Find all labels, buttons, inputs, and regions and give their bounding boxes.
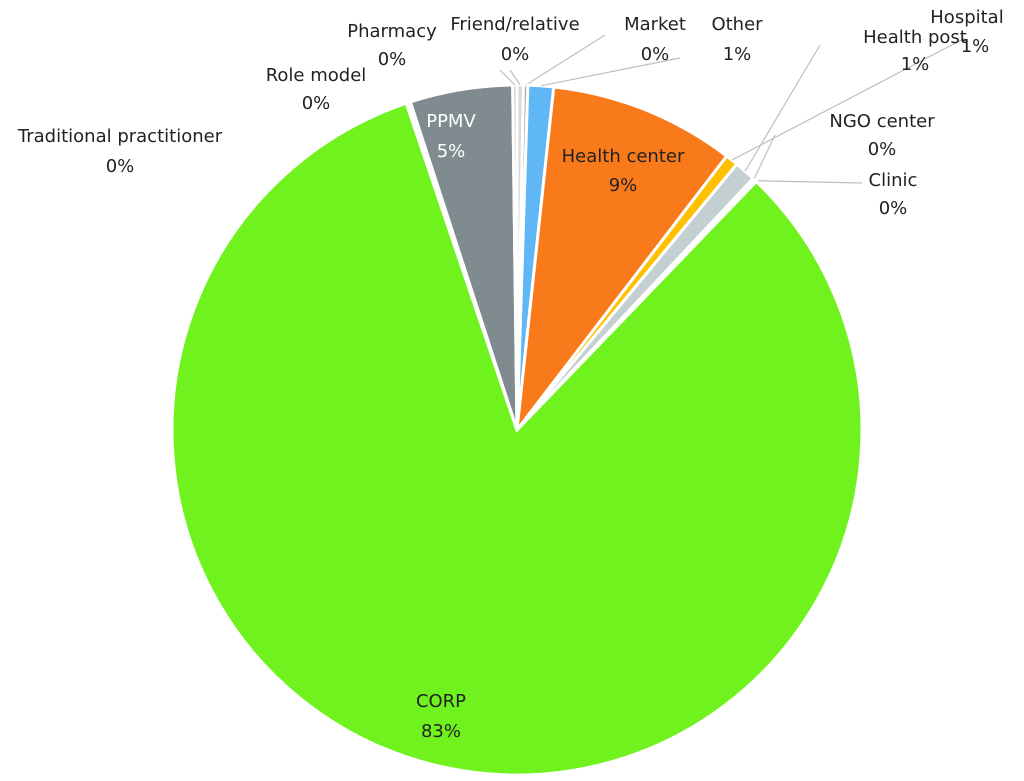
slice-value-label: 0% <box>378 49 407 70</box>
slice-value-label: 0% <box>641 44 670 65</box>
slice-value-label: 1% <box>723 44 752 65</box>
slice-value-label: 9% <box>609 175 638 196</box>
slice-value-label: 0% <box>501 44 530 65</box>
pie-slice <box>511 83 519 431</box>
slice-value-label: 0% <box>879 198 908 219</box>
pie-slice <box>170 101 864 777</box>
leader-line <box>499 69 516 86</box>
slice-label: Role model <box>266 65 367 86</box>
slice-value-label: 0% <box>302 93 331 114</box>
slice-value-label: 1% <box>901 54 930 75</box>
leader-line <box>731 37 966 161</box>
slice-value-label: 5% <box>437 141 466 162</box>
leader-line <box>509 69 521 86</box>
slice-label: Market <box>624 14 686 35</box>
slice-label: NGO center <box>829 111 935 132</box>
slice-label: Friend/relative <box>450 14 579 35</box>
slice-label: CORP <box>416 691 466 712</box>
leader-line <box>753 134 776 180</box>
leader-line <box>525 34 606 86</box>
slice-value-label: 0% <box>868 139 897 160</box>
slice-label: Other <box>711 14 763 35</box>
slice-value-label: 0% <box>106 156 135 177</box>
slice-label: Clinic <box>869 170 918 191</box>
pie-slice <box>514 85 729 436</box>
slice-label: Hospital <box>930 7 1003 28</box>
slice-label: Traditional practitioner <box>17 126 223 147</box>
slice-label: PPMV <box>426 111 476 132</box>
slice-label: Pharmacy <box>347 21 437 42</box>
slice-label: Health center <box>562 146 685 167</box>
leader-line <box>744 44 821 172</box>
leader-line <box>755 180 863 184</box>
leader-line <box>540 57 681 87</box>
slice-value-label: 1% <box>961 36 990 57</box>
slice-label: Health post <box>863 27 967 48</box>
slice-value-label: 83% <box>421 721 461 742</box>
